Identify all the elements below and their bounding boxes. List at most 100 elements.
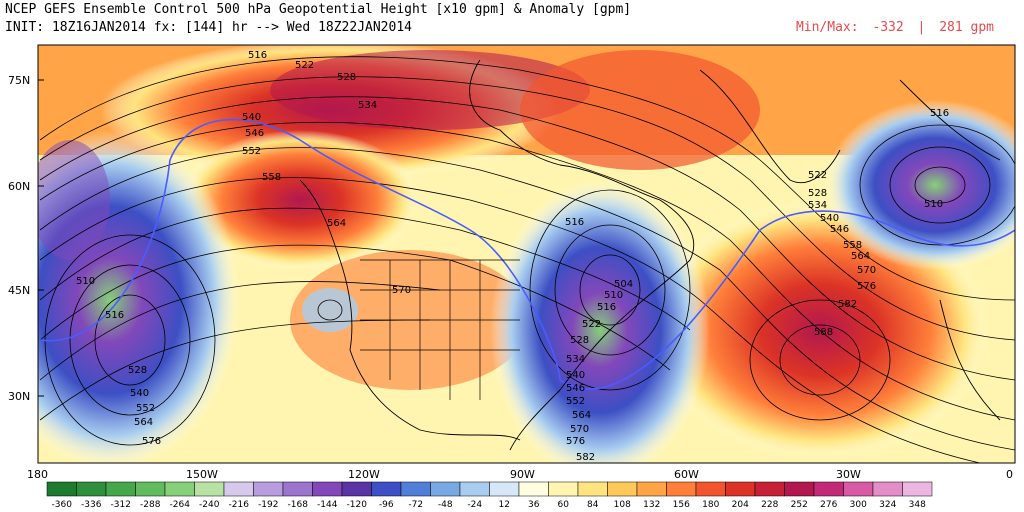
colorbar-label: -360: [52, 500, 73, 510]
contour-label: 582: [838, 299, 857, 310]
lon-label: 150W: [186, 468, 218, 481]
colorbar-label: 180: [702, 500, 719, 510]
contour-label: 522: [808, 170, 827, 181]
contour-label: 510: [76, 276, 95, 287]
contour-label: 534: [808, 200, 827, 211]
colorbar-label: -216: [229, 500, 250, 510]
colorbar-swatch: [518, 481, 549, 497]
latitude-axis: 75N 60N 45N 30N: [8, 74, 44, 403]
coastlines: [299, 59, 1001, 451]
contour-label: 522: [295, 60, 314, 71]
contour-label: 564: [327, 218, 346, 229]
contour-label: 540: [130, 388, 149, 399]
colorbar-swatch: [312, 481, 343, 497]
contour-label: 546: [566, 383, 585, 394]
colorbar-swatch: [489, 481, 520, 497]
colorbar-swatch: [105, 481, 136, 497]
colorbar-swatch: [902, 481, 933, 497]
colorbar-swatch: [725, 481, 756, 497]
colorbar-swatch: [459, 481, 490, 497]
contour-label: 576: [857, 281, 876, 292]
colorbar-label: 132: [643, 500, 660, 510]
lat-label: 30N: [8, 390, 30, 403]
lat-label: 60N: [8, 180, 30, 193]
colorbar-label: -264: [170, 500, 191, 510]
colorbar-label: -240: [199, 500, 220, 510]
contour-label: 528: [128, 365, 147, 376]
colorbar-label: -336: [81, 500, 102, 510]
contour-label: 546: [245, 128, 264, 139]
contour-label: 516: [105, 310, 124, 321]
colorbar-label: -312: [111, 500, 131, 510]
colorbar-label: 204: [732, 500, 749, 510]
colorbar-swatch: [577, 481, 608, 497]
colorbar-label: 348: [909, 500, 926, 510]
colorbar-swatch: [548, 481, 579, 497]
map-frame: [37, 44, 1016, 464]
colorbar-swatch: [695, 481, 726, 497]
contour-label: 504: [614, 279, 633, 290]
colorbar-swatch: [607, 481, 638, 497]
colorbar-label: -288: [140, 500, 161, 510]
us-state-borders: [360, 259, 520, 400]
colorbar-swatch: [135, 481, 166, 497]
min-value: -332: [872, 20, 904, 35]
contour-label: 516: [930, 108, 949, 119]
contour-label: 552: [242, 146, 261, 157]
contour-label: 546: [830, 224, 849, 235]
colorbar-label: 156: [673, 500, 690, 510]
colorbar-swatch: [46, 481, 77, 497]
colorbar-label: 36: [528, 500, 540, 510]
colorbar-swatch: [223, 481, 254, 497]
contour-label: 534: [358, 100, 377, 111]
contour-label: 540: [566, 370, 585, 381]
colorbar-swatch: [430, 481, 461, 497]
colorbar-swatch: [636, 481, 667, 497]
colorbar-label: -192: [258, 500, 278, 510]
contour-label: 576: [142, 436, 161, 447]
contour-label: 540: [820, 213, 839, 224]
contour-label: 552: [136, 403, 155, 414]
colorbar-label: -120: [347, 500, 368, 510]
colorbar-label: -72: [408, 500, 423, 510]
colorbar-label: -96: [379, 500, 394, 510]
colorbar-swatch: [282, 481, 313, 497]
contour-label: 564: [134, 417, 153, 428]
contour-label: 570: [570, 424, 589, 435]
colorbar-swatch: [341, 481, 372, 497]
contour-label: 510: [604, 290, 623, 301]
colorbar-swatch: [400, 481, 431, 497]
colorbar-swatch: [253, 481, 284, 497]
max-value: 281 gpm: [939, 20, 994, 35]
contour-label: 516: [248, 50, 267, 61]
colorbar-label: 228: [761, 500, 778, 510]
minmax-separator: |: [917, 20, 926, 35]
reference-contour: [39, 118, 1015, 390]
contour-label: 552: [566, 396, 585, 407]
contour-label: 528: [808, 188, 827, 199]
colorbar-swatch: [843, 481, 874, 497]
contour-label: 516: [597, 302, 616, 313]
contour-label: 570: [392, 285, 411, 296]
contour-label: 516: [565, 217, 584, 228]
colorbar-swatch: [813, 481, 844, 497]
colorbar-label: -24: [467, 500, 482, 510]
contour-label: 558: [843, 240, 862, 251]
colorbar-label: 108: [614, 500, 631, 510]
contour-label: 528: [570, 335, 589, 346]
colorbar-swatch: [194, 481, 225, 497]
contour-label: 570: [857, 265, 876, 276]
lat-label: 75N: [8, 74, 30, 87]
contour-label: 588: [814, 327, 833, 338]
colorbar-swatch: [872, 481, 903, 497]
colorbar-label: 84: [587, 500, 599, 510]
colorbar-swatch: [784, 481, 815, 497]
longitude-axis: 180 150W 120W 90W 60W 30W 0: [27, 468, 1013, 481]
colorbar-label: 300: [850, 500, 867, 510]
contour-labels: 516 522 528 534 540 546 552 558 564 570 …: [76, 50, 949, 463]
contour-label: 564: [851, 251, 870, 262]
init-time-label: INIT: 18Z16JAN2014 fx: [144] hr --> Wed …: [5, 20, 412, 35]
contour-label: 528: [337, 72, 356, 83]
colorbar-swatch: [666, 481, 697, 497]
